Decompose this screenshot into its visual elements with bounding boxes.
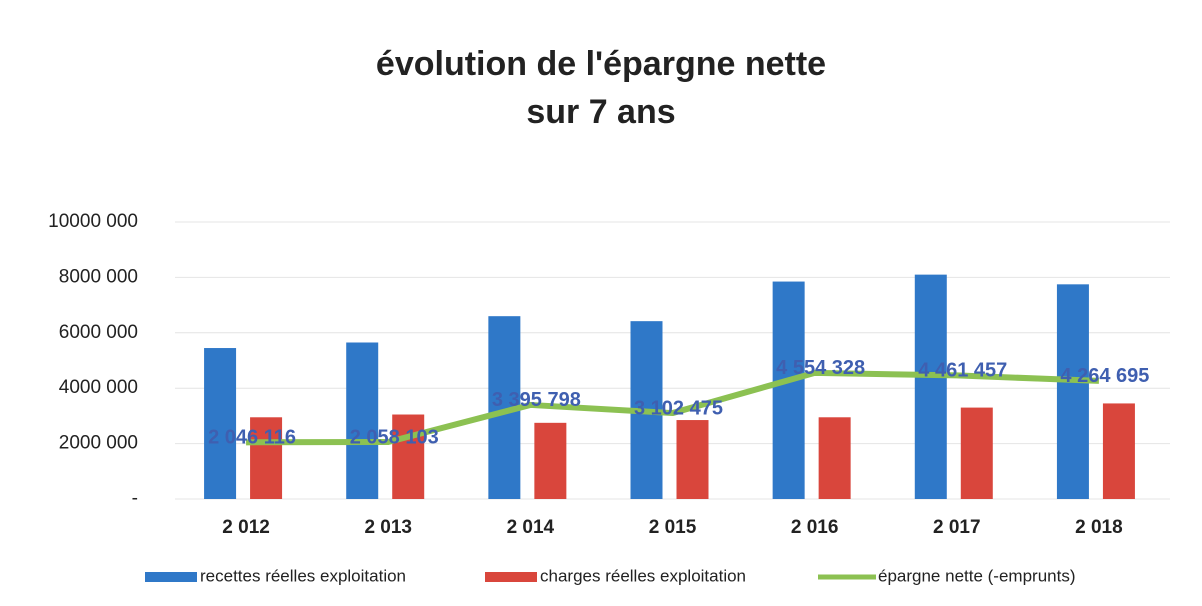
y-tick-label: 10000 000 — [48, 211, 138, 232]
bar — [1102, 403, 1135, 499]
y-tick-label: 8000 000 — [59, 266, 138, 287]
bar — [818, 417, 851, 499]
data-label: 3 102 475 — [634, 397, 723, 419]
bar — [250, 417, 283, 499]
x-tick-label: 2 013 — [364, 517, 412, 538]
data-label: 2 058 103 — [350, 426, 439, 448]
bar — [346, 342, 379, 499]
bar — [1056, 284, 1089, 499]
y-tick-label: - — [132, 488, 138, 509]
bar — [534, 422, 567, 499]
legend-swatch — [485, 572, 537, 582]
bar — [204, 348, 237, 499]
data-label: 3 395 798 — [492, 389, 581, 411]
line — [246, 369, 1100, 446]
x-tick-label: 2 015 — [649, 517, 697, 538]
x-tick-label: 2 016 — [791, 517, 839, 538]
y-tick-label: 6000 000 — [59, 322, 138, 343]
data-label: 4 264 695 — [1060, 365, 1149, 387]
bar — [676, 420, 709, 499]
bar — [772, 281, 805, 499]
x-tick-label: 2 012 — [222, 517, 270, 538]
x-tick-label: 2 018 — [1075, 517, 1123, 538]
legend-label: charges réelles exploitation — [540, 566, 746, 585]
y-tick-label: 2000 000 — [59, 433, 138, 454]
legend-swatch — [145, 572, 197, 582]
data-label: 4 461 457 — [918, 360, 1007, 382]
bar — [914, 274, 947, 499]
bar — [960, 407, 993, 499]
data-label: 2 046 116 — [208, 427, 296, 449]
legend-label: épargne nette (-emprunts) — [878, 566, 1076, 585]
chart-subtitle: sur 7 ans — [526, 93, 675, 131]
x-tick-label: 2 017 — [933, 517, 981, 538]
legend-label: recettes réelles exploitation — [200, 566, 406, 585]
x-tick-label: 2 014 — [507, 517, 555, 538]
y-tick-label: 4000 000 — [59, 377, 138, 398]
chart-title: évolution de l'épargne nette — [376, 45, 826, 83]
bar — [392, 414, 425, 499]
data-label: 4 554 328 — [776, 357, 865, 379]
